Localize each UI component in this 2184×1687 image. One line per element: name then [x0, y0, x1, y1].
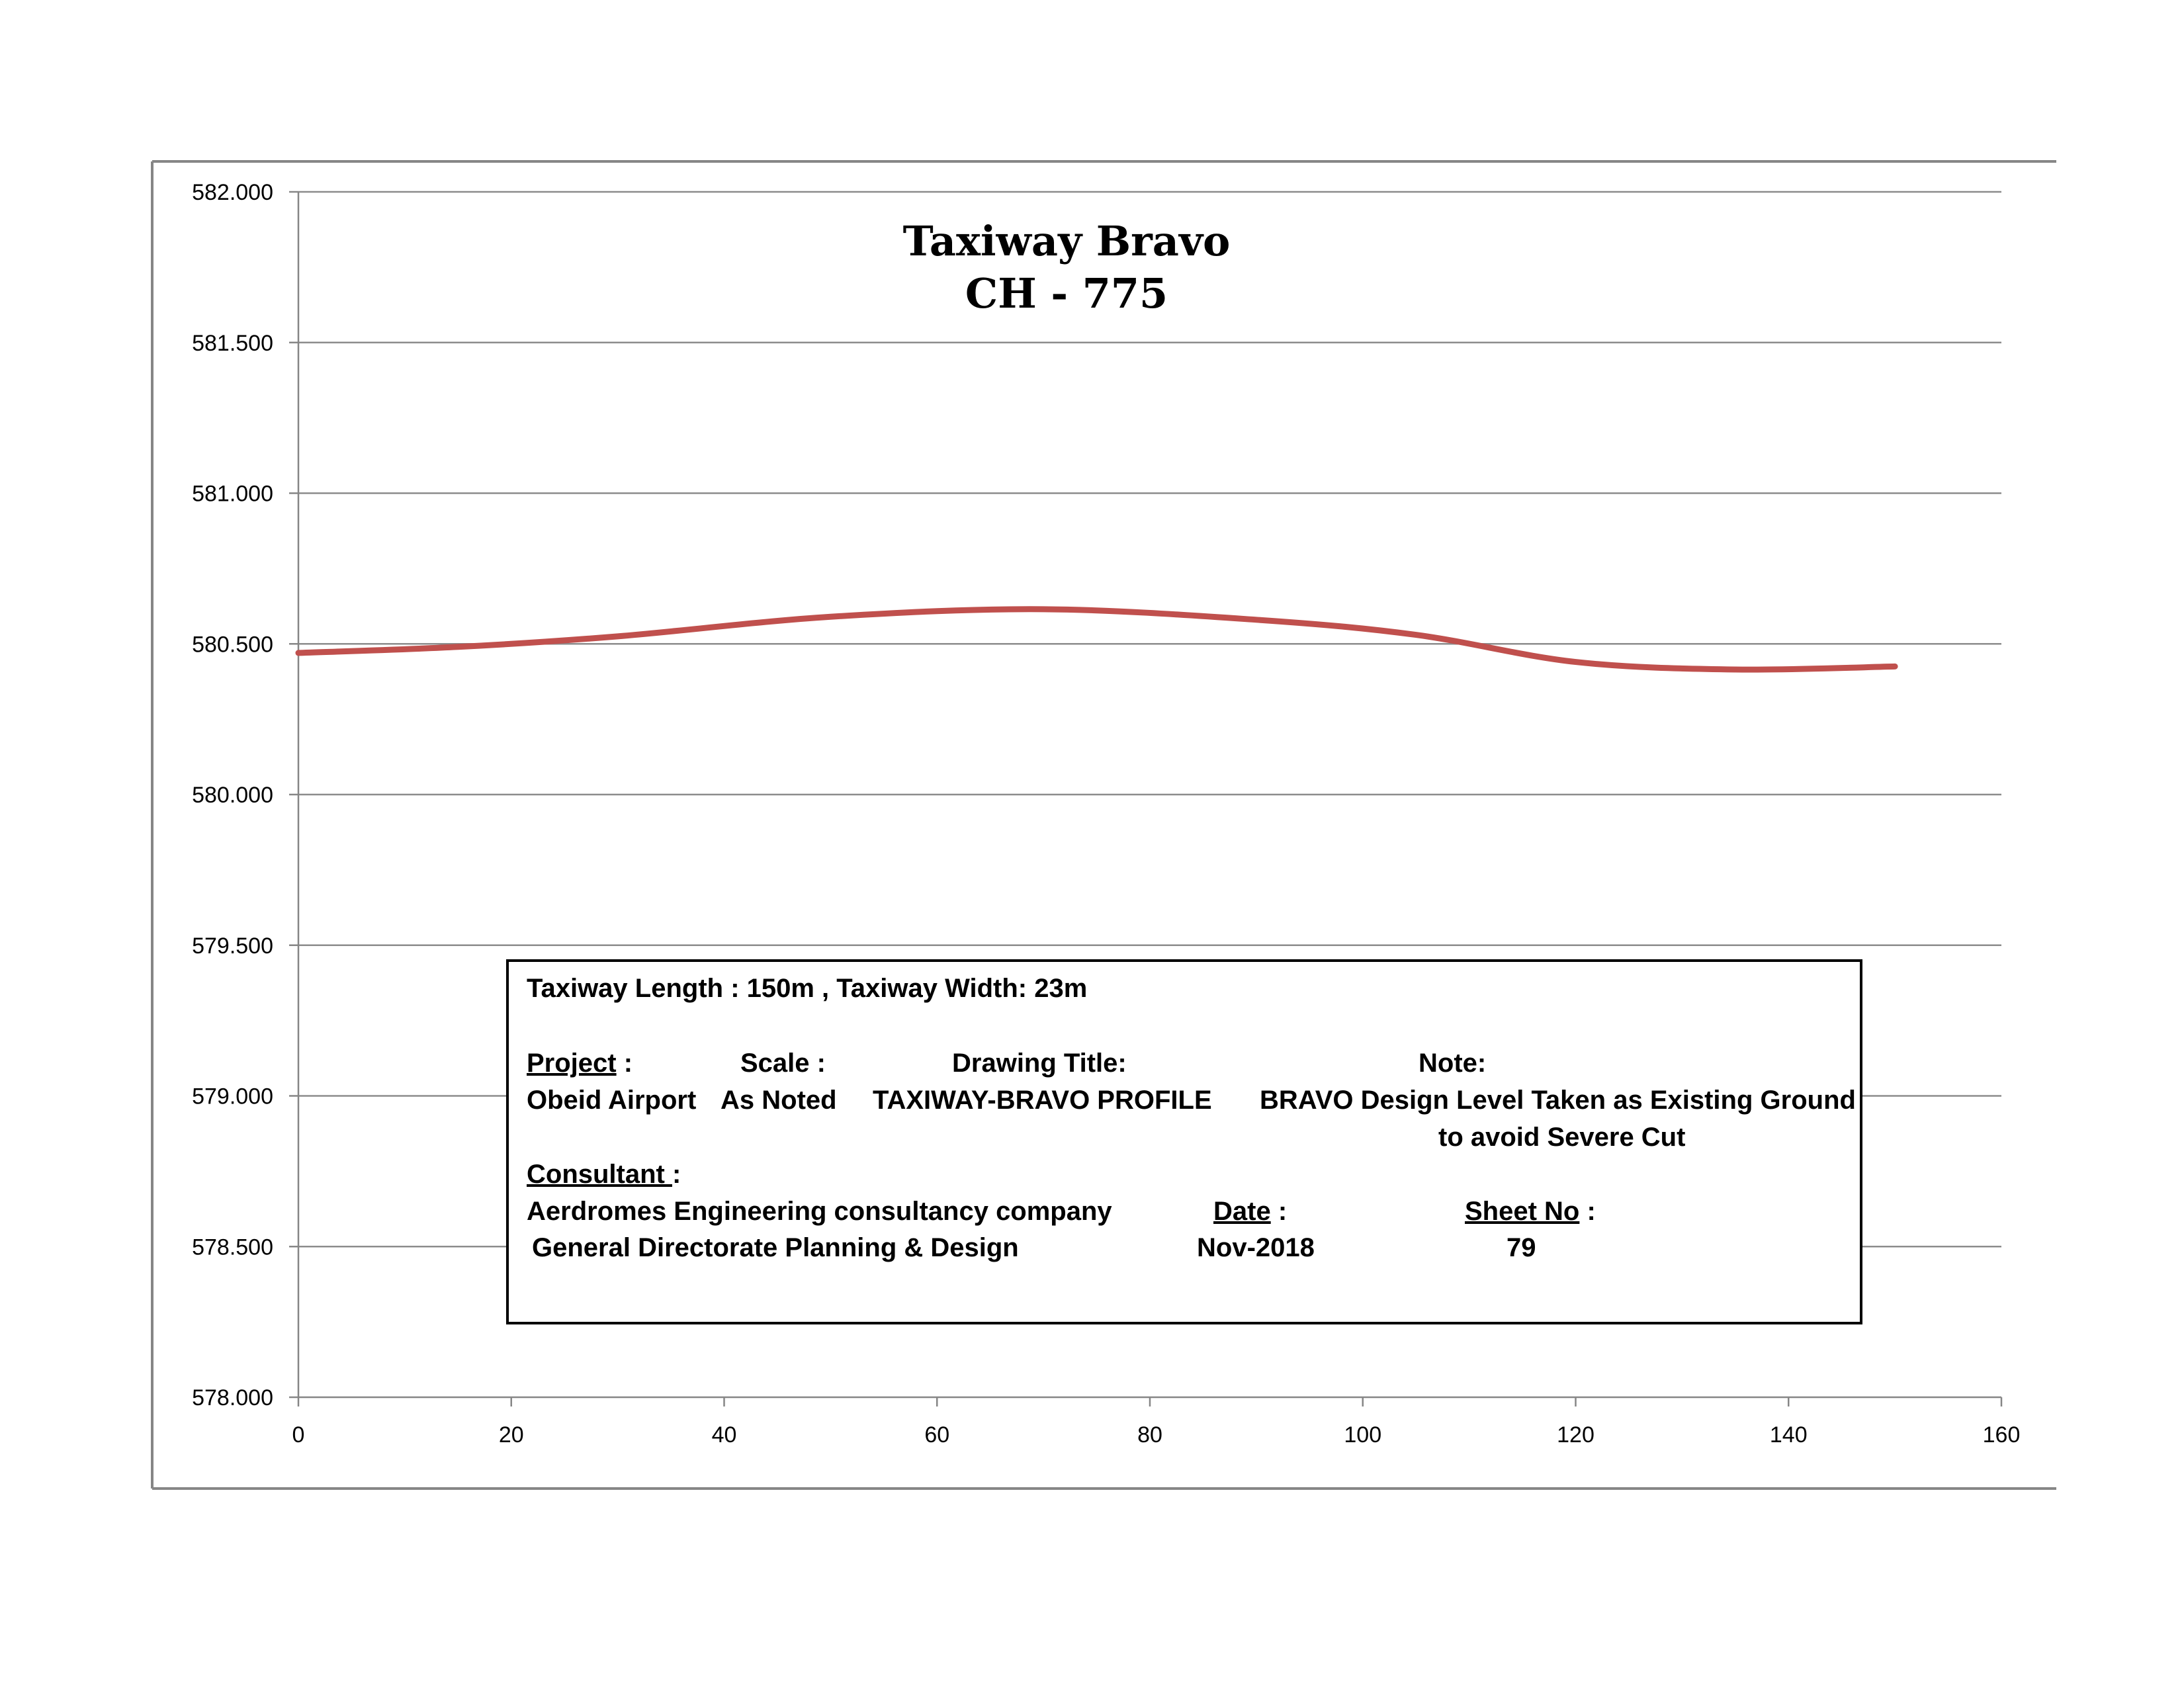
x-tick-label: 120	[1557, 1422, 1594, 1448]
y-tick-label: 581.500	[192, 331, 273, 356]
drawing-title-label: Drawing Title:	[952, 1049, 1127, 1078]
consultant-label: Consultant	[527, 1160, 672, 1189]
consultant-line-1: Aerdromes Engineering consultancy compan…	[527, 1197, 1112, 1226]
chart-subtitle: CH - 775	[965, 269, 1168, 318]
note-line-1: BRAVO Design Level Taken as Existing Gro…	[1260, 1086, 1856, 1115]
series-group	[295, 606, 1898, 673]
x-tick-label: 60	[924, 1422, 949, 1448]
y-tick-label: 578.500	[192, 1234, 273, 1260]
date-label: Date	[1213, 1197, 1271, 1226]
sheet-label: Sheet No	[1465, 1197, 1580, 1226]
consultant-line-2: General Directorate Planning & Design	[532, 1233, 1019, 1262]
chart-title: Taxiway Bravo	[903, 217, 1231, 265]
y-tick-labels: 578.000 578.500 579.000 579.500 580.000 580.5…	[192, 180, 273, 1410]
x-tick-label: 100	[1344, 1422, 1381, 1448]
y-tick-label: 580.500	[192, 632, 273, 657]
taxiway-dimensions: Taxiway Length : 150m , Taxiway Width: 2…	[527, 974, 1088, 1003]
date-value: Nov-2018	[1197, 1233, 1315, 1262]
series-line	[295, 606, 1898, 673]
y-tick-label: 579.500	[192, 933, 273, 959]
sheet-heading: Sheet No :	[1465, 1198, 1596, 1225]
date-colon: :	[1270, 1197, 1288, 1226]
scale-value: As Noted	[721, 1086, 837, 1115]
consultant-colon: :	[672, 1160, 681, 1189]
sheet-value: 79	[1507, 1233, 1536, 1262]
x-tick-label: 140	[1770, 1422, 1808, 1448]
y-tick-label: 579.000	[192, 1084, 273, 1109]
y-tick-label: 580.000	[192, 783, 273, 808]
x-tick-label: 160	[1983, 1422, 2021, 1448]
data-point	[298, 652, 299, 653]
project-heading: Project :	[527, 1050, 633, 1076]
axes	[289, 191, 2003, 1406]
title-block: Taxiway Length : 150m , Taxiway Width: 2…	[506, 959, 1862, 1324]
chart-frame	[151, 160, 2056, 1490]
x-tick-label: 20	[499, 1422, 524, 1448]
sheet-colon: :	[1579, 1197, 1596, 1226]
date-heading: Date :	[1213, 1198, 1287, 1225]
drawing-title-value: TAXIWAY-BRAVO PROFILE	[873, 1086, 1212, 1115]
x-tick-labels: 0 20 40 60 80 100 120 140 160	[292, 1422, 2021, 1448]
data-point	[1895, 666, 1896, 667]
data-point	[1416, 634, 1417, 635]
x-tick-label: 80	[1137, 1422, 1162, 1448]
data-point	[458, 646, 459, 647]
consultant-heading: Consultant :	[527, 1161, 681, 1188]
project-label: Project	[527, 1049, 617, 1078]
y-tick-label: 578.000	[192, 1385, 273, 1410]
note-line-2: to avoid Severe Cut	[1438, 1123, 1686, 1152]
y-tick-label: 581.000	[192, 482, 273, 507]
y-tick-label: 582.000	[192, 180, 273, 205]
x-tick-label: 0	[292, 1422, 305, 1448]
scale-label: Scale :	[740, 1049, 826, 1078]
project-colon: :	[616, 1049, 633, 1078]
project-value: Obeid Airport	[527, 1086, 697, 1115]
x-tick-label: 40	[712, 1422, 737, 1448]
note-label: Note:	[1419, 1049, 1487, 1078]
